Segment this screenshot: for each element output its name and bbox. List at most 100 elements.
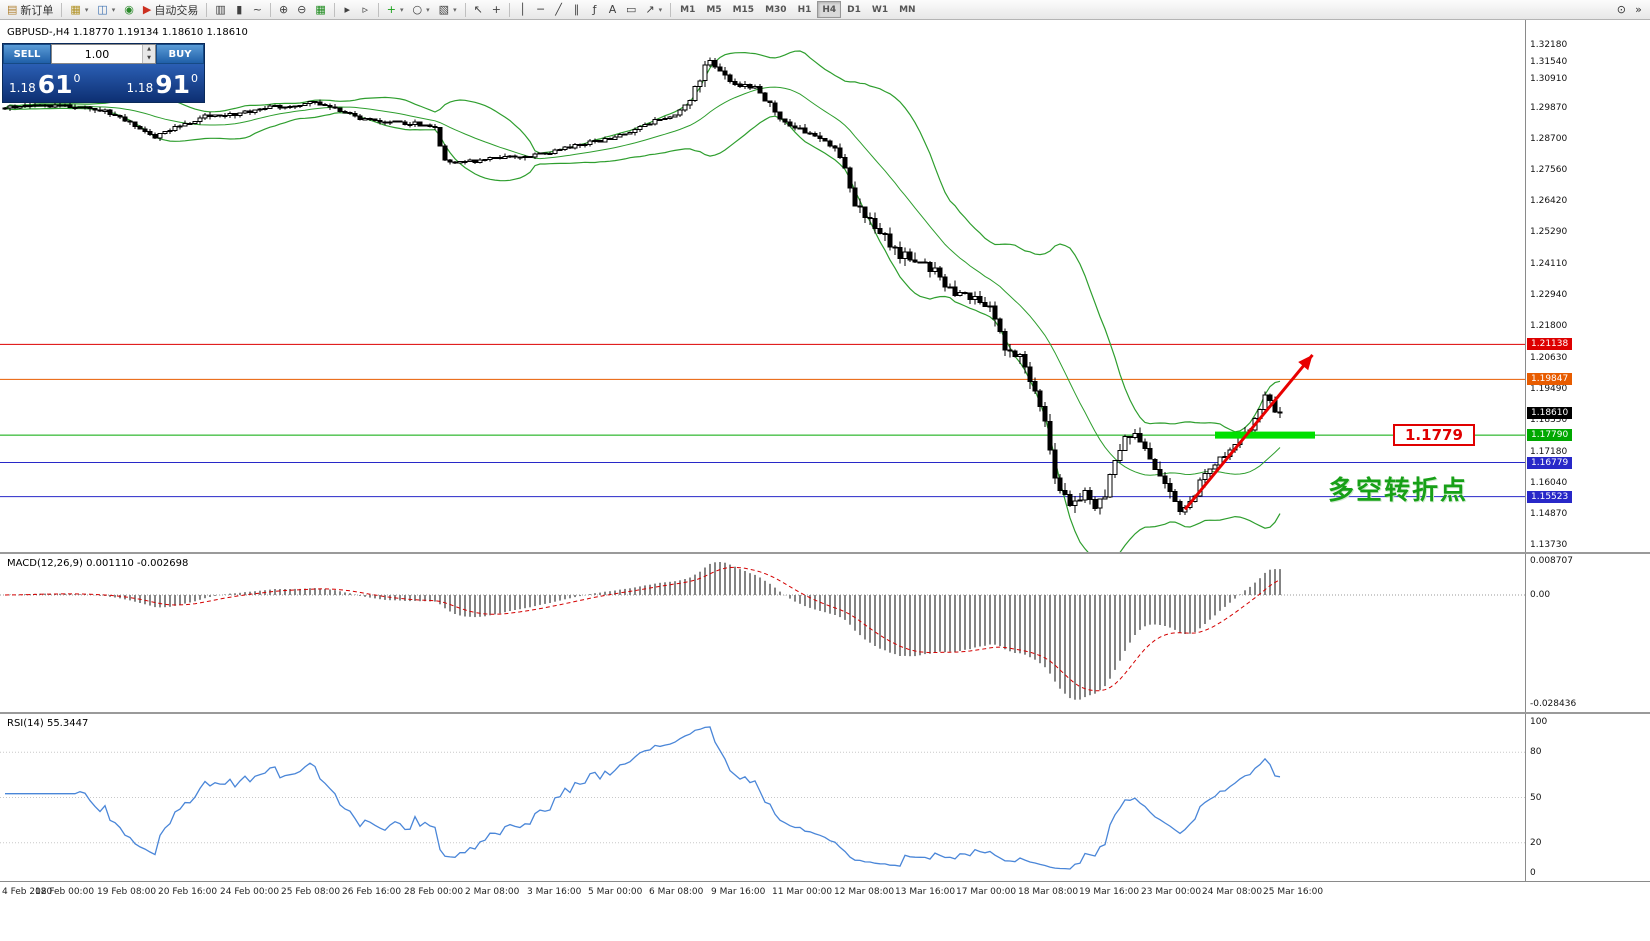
price-tick: 1.21800 <box>1530 321 1568 331</box>
price-tick: 1.24110 <box>1530 259 1568 269</box>
timeframe-h1-button[interactable]: H1 <box>793 1 817 18</box>
volume-up-icon[interactable]: ▲ <box>143 45 155 54</box>
bollinger-middle-band <box>4 86 1281 476</box>
equidistant-channel-button[interactable]: ∥ <box>568 1 585 18</box>
timeframe-m1-button[interactable]: M1 <box>675 1 700 18</box>
search-button[interactable]: ⊙ <box>1613 1 1630 18</box>
new-chart-button[interactable]: ▦ ▾ <box>66 1 92 18</box>
panel-splitter-1[interactable] <box>0 552 1650 554</box>
new-order-button[interactable]: ▤ 新订单 <box>3 1 57 18</box>
fibonacci-icon: ƒ <box>592 3 597 16</box>
scale-tick: 100 <box>1530 717 1548 727</box>
macd-scale[interactable]: 0.008707 0.00 -0.028436 <box>1525 554 1650 712</box>
autotrade-button[interactable]: ▶ 自动交易 <box>139 1 202 18</box>
vertical-line-button[interactable]: │ <box>514 1 531 18</box>
refresh-icon: ◉ <box>124 3 134 16</box>
refresh-button[interactable]: ◉ <box>120 1 138 18</box>
volume-field: ▲ ▼ <box>51 44 156 64</box>
crosshair-icon: + <box>491 3 502 16</box>
time-label: 11 Mar 00:00 <box>772 887 833 897</box>
line-chart-button[interactable]: ~ <box>249 1 266 18</box>
trendline-button[interactable]: ╱ <box>550 1 567 18</box>
price-tick: 1.16040 <box>1530 478 1568 488</box>
main-chart-canvas[interactable] <box>0 20 1525 552</box>
time-label: 24 Mar 08:00 <box>1202 887 1263 897</box>
horizontal-line-button[interactable]: ─ <box>532 1 549 18</box>
add-indicator-button[interactable]: + ▾ <box>383 1 408 18</box>
scale-tick: 80 <box>1530 747 1542 757</box>
zoom-in-button[interactable]: ⊕ <box>275 1 292 18</box>
sell-price-big: 61 <box>37 70 73 99</box>
macd-canvas[interactable] <box>0 554 1525 712</box>
text-label-icon: ▭ <box>626 3 637 16</box>
timeframe-mn-button[interactable]: MN <box>894 1 921 18</box>
time-label: 5 Mar 00:00 <box>588 887 643 897</box>
scale-tick: 50 <box>1530 793 1542 803</box>
time-label: 18 Feb 00:00 <box>35 887 95 897</box>
text-button[interactable]: A <box>604 1 621 18</box>
toolbar-separator <box>377 2 379 17</box>
toolbar-separator <box>333 2 335 17</box>
text-label-button[interactable]: ▭ <box>622 1 640 18</box>
chart-shift-button[interactable]: ▹ <box>357 1 374 18</box>
macd-label: MACD(12,26,9) 0.001110 -0.002698 <box>7 558 189 569</box>
scale-tick: -0.028436 <box>1530 699 1577 709</box>
turning-point-label[interactable]: 多空转折点 <box>1328 476 1469 506</box>
toolbar-overflow-button[interactable]: » <box>1630 1 1647 18</box>
timeframe-m30-button[interactable]: M30 <box>760 1 791 18</box>
period-menu-button[interactable]: ○ ▾ <box>409 1 434 18</box>
price-tag-annotation[interactable]: 1.1779 <box>1393 424 1475 446</box>
buy-price[interactable]: 1.18 91 0 <box>104 64 205 102</box>
time-label: 20 Feb 16:00 <box>158 887 218 897</box>
scale-tick: 20 <box>1530 838 1542 848</box>
arrows-menu-button[interactable]: ↗ ▾ <box>641 1 666 18</box>
toolbar-separator <box>509 2 511 17</box>
bar-chart-button[interactable]: ▥ <box>211 1 229 18</box>
toolbar-separator <box>464 2 466 17</box>
time-label: 19 Feb 08:00 <box>97 887 157 897</box>
profiles-icon: ◫ <box>97 3 108 16</box>
chart-shift-icon: ▹ <box>362 3 369 16</box>
crosshair-button[interactable]: + <box>488 1 505 18</box>
horizontal-line-icon: ─ <box>537 3 544 16</box>
panel-splitter-2[interactable] <box>0 712 1650 714</box>
sell-button[interactable]: SELL <box>3 44 51 64</box>
auto-scroll-icon: ▸ <box>344 3 351 16</box>
tile-windows-button[interactable]: ▦ <box>311 1 329 18</box>
timeframe-w1-button[interactable]: W1 <box>867 1 893 18</box>
price-tick: 1.27560 <box>1530 165 1568 175</box>
price-tick: 1.29870 <box>1530 103 1568 113</box>
rsi-canvas[interactable] <box>0 714 1525 881</box>
sell-price[interactable]: 1.18 61 0 <box>3 64 104 102</box>
timeframe-d1-button[interactable]: D1 <box>842 1 866 18</box>
template-menu-button[interactable]: ▧ ▾ <box>435 1 461 18</box>
autotrade-icon: ▶ <box>142 3 152 16</box>
dropdown-caret-icon: ▾ <box>111 5 116 14</box>
auto-scroll-button[interactable]: ▸ <box>339 1 356 18</box>
volume-down-icon[interactable]: ▼ <box>143 54 155 63</box>
profiles-button[interactable]: ◫ ▾ <box>93 1 119 18</box>
zoom-out-button[interactable]: ⊖ <box>293 1 310 18</box>
trend-arrow-line[interactable] <box>1183 353 1314 511</box>
timeframe-m5-button[interactable]: M5 <box>701 1 726 18</box>
timeframe-m15-button[interactable]: M15 <box>728 1 759 18</box>
support-zone-highlight[interactable] <box>1215 431 1315 439</box>
price-tick: 1.19490 <box>1530 384 1568 394</box>
bar-chart-icon: ▥ <box>215 3 226 16</box>
main-price-scale[interactable]: 1.32180 1.31540 1.30910 1.29870 1.28700 1.275… <box>1525 20 1650 552</box>
buy-price-big: 91 <box>155 70 190 99</box>
volume-input[interactable] <box>52 45 142 63</box>
candlestick-chart-button[interactable]: ▮ <box>231 1 248 18</box>
buy-price-prefix: 1.18 <box>126 81 154 95</box>
toolbar-separator <box>269 2 271 17</box>
equidistant-channel-icon: ∥ <box>573 3 580 16</box>
fibonacci-button[interactable]: ƒ <box>586 1 603 18</box>
time-axis[interactable]: 4 Feb 2020 18 Feb 00:00 19 Feb 08:00 20 Feb… <box>0 881 1650 901</box>
buy-button[interactable]: BUY <box>156 44 204 64</box>
rsi-scale[interactable]: 100 80 50 20 0 <box>1525 714 1650 881</box>
hline-price-tag: 1.17790 <box>1527 429 1573 441</box>
cursor-button[interactable]: ↖ <box>470 1 487 18</box>
timeframe-h4-button[interactable]: H4 <box>817 1 842 18</box>
time-label: 6 Mar 08:00 <box>649 887 704 897</box>
